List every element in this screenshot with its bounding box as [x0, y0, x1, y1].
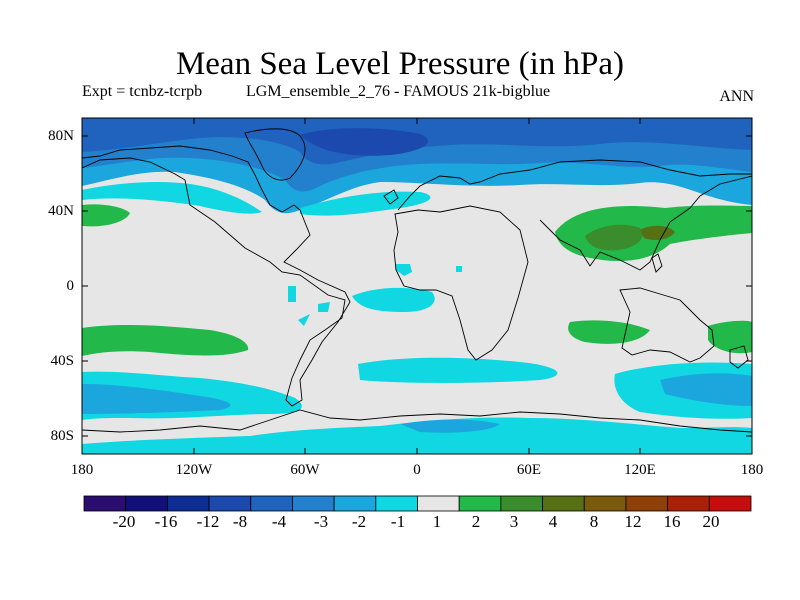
colorbar-swatch: [333, 495, 377, 512]
colorbar-label: 3: [509, 512, 519, 531]
lat-label-40s: 40S: [50, 353, 74, 369]
colorbar-swatch: [625, 495, 669, 512]
ensemble-label: LGM_ensemble_2_76 - FAMOUS 21k-bigblue: [246, 83, 551, 100]
colorbar-label: -20: [112, 512, 136, 531]
colorbar-label: -1: [390, 512, 406, 531]
south-pacific-positive: [82, 324, 249, 356]
tasman-positive: [708, 320, 752, 354]
colorbar-swatch: [458, 495, 502, 512]
chart-title: Mean Sea Level Pressure (in hPa): [175, 46, 625, 82]
lon-label-180w: 180: [70, 462, 94, 478]
colorbar-label: -8: [232, 512, 248, 531]
amazon-negative: [288, 286, 330, 326]
colorbar-label: -4: [271, 512, 287, 531]
colorbar-label: -3: [313, 512, 329, 531]
southern-ocean-negative-deep-2: [660, 373, 752, 406]
season-label: ANN: [719, 88, 754, 105]
antarctica-negative-deep: [400, 419, 500, 433]
colorbar-swatch: [166, 495, 210, 512]
southern-ocean-negative-2: [358, 357, 558, 383]
colorbar-swatch: [542, 495, 585, 512]
colorbar-label: 8: [589, 512, 599, 531]
coastlines: [82, 128, 752, 433]
lon-label-120e: 120E: [624, 462, 656, 478]
colorbar-swatch: [250, 495, 293, 512]
tibet-positive-strong: [585, 224, 643, 251]
lon-label-60w: 60W: [290, 462, 320, 478]
colorbar-swatch: [417, 495, 460, 512]
colorbar-label: -12: [196, 512, 220, 531]
lon-label-180e: 180: [740, 462, 764, 478]
south-indian-positive: [568, 320, 650, 344]
lat-label-80n: 80N: [48, 128, 74, 144]
equatorial-atlantic-negative: [352, 287, 435, 312]
colorbar-swatch: [83, 495, 127, 512]
west-africa-negative: [396, 264, 462, 276]
pressure-field: [82, 118, 752, 454]
lat-label-40n: 40N: [48, 203, 74, 219]
colorbar-label: 4: [548, 512, 558, 531]
colorbar-swatch: [375, 495, 418, 512]
experiment-label: Expt = tcnbz-tcrpb: [82, 83, 203, 100]
colorbar-swatch: [667, 495, 710, 512]
lon-label-120w: 120W: [175, 462, 213, 478]
lat-label-equator: 0: [66, 278, 75, 294]
lon-label-60e: 60E: [516, 462, 542, 478]
colorbar-label: 20: [702, 512, 720, 531]
colorbar-swatch: [500, 495, 543, 512]
antarctica-negative: [82, 417, 752, 454]
lat-label-80s: 80S: [50, 428, 74, 444]
colorbar-swatch: [125, 495, 168, 512]
colorbar: [83, 495, 752, 512]
colorbar-label: -16: [154, 512, 178, 531]
arctic-negative-core: [300, 128, 429, 156]
colorbar-label: 16: [663, 512, 681, 531]
colorbar-label: 1: [432, 512, 442, 531]
axis-ticks: [82, 118, 752, 454]
colorbar-label: 12: [624, 512, 642, 531]
colorbar-swatch: [208, 495, 252, 512]
colorbar-swatch: [708, 495, 752, 512]
southern-ocean-negative-deep: [82, 384, 231, 414]
lon-label-0: 0: [413, 462, 421, 478]
subtropical-north-pacific-positive: [82, 204, 130, 227]
colorbar-swatch: [583, 495, 627, 512]
colorbar-label: 2: [471, 512, 481, 531]
north-pacific-negative: [82, 182, 262, 214]
colorbar-label: -2: [351, 512, 367, 531]
colorbar-swatch: [292, 495, 335, 512]
